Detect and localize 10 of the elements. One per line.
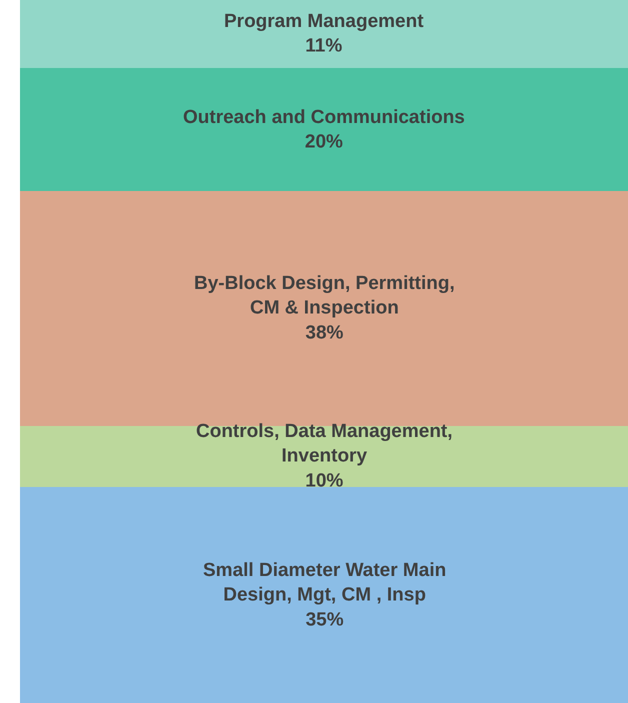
- series-label: Small Diameter Water Main Design, Mgt, CM , Insp: [203, 560, 446, 606]
- data-label: 11%: [305, 36, 342, 57]
- series-label: Controls, Data Management, Inventory: [196, 421, 453, 467]
- data-label: 38%: [305, 322, 344, 344]
- series-label: Program Management: [224, 11, 424, 32]
- series-label: By-Block Design, Permitting, CM & Inspection: [194, 273, 455, 319]
- data-label: 20%: [304, 132, 344, 153]
- data-label: 35%: [306, 609, 344, 630]
- data-label: 10%: [305, 470, 344, 492]
- series-label: Outreach and Communications: [183, 107, 465, 128]
